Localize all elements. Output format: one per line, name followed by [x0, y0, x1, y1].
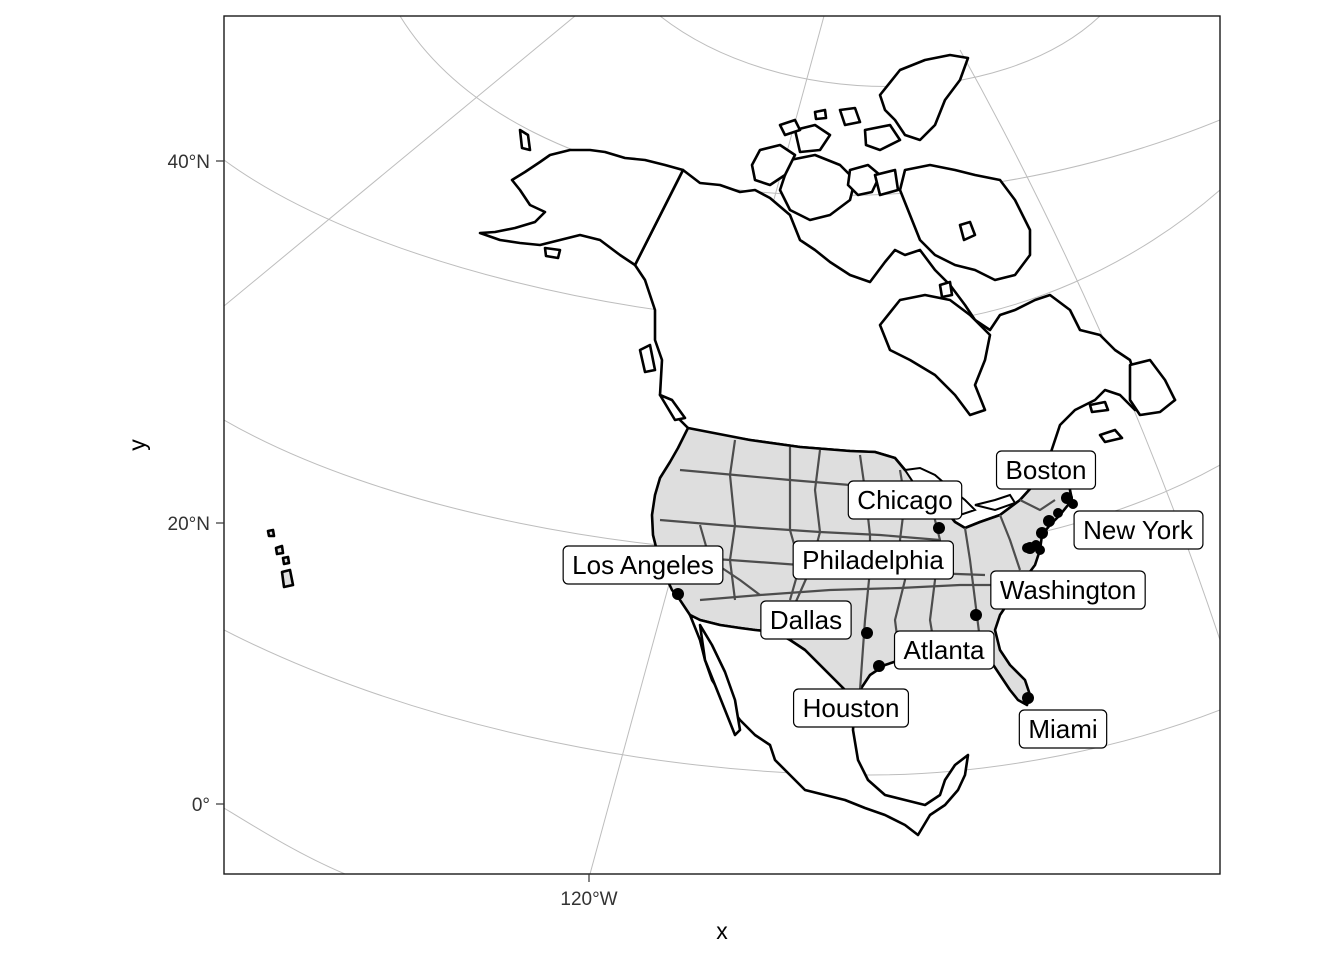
maritime-islands — [1088, 358, 1177, 444]
city-label-text: Chicago — [857, 485, 952, 515]
island — [838, 106, 862, 127]
city-label: Los Angeles — [562, 545, 724, 585]
city-label-box — [792, 540, 954, 580]
city-label-text: New York — [1083, 515, 1194, 545]
island — [1098, 428, 1124, 444]
city-point — [861, 627, 873, 639]
x-axis-title: x — [716, 918, 728, 944]
city-label-text: Los Angeles — [572, 550, 714, 580]
x-tick-label: 120°W — [560, 889, 617, 910]
hawaii — [266, 528, 276, 538]
island — [873, 168, 900, 197]
y-axis: 40°N 20°N 0° y — [124, 152, 224, 816]
city-point — [933, 522, 945, 534]
arctic-islands — [750, 53, 1032, 299]
city-label-box — [1073, 510, 1204, 550]
city-label-box — [847, 480, 963, 520]
city-label-box — [1018, 709, 1108, 749]
city-point — [873, 660, 885, 672]
city-label: Chicago — [847, 480, 963, 520]
city-label: Boston — [995, 450, 1097, 490]
city-label-box — [990, 570, 1146, 610]
city-point — [1022, 692, 1034, 704]
city-label: Atlanta — [893, 630, 995, 670]
state-border — [699, 583, 1015, 602]
newfoundland — [1128, 358, 1177, 417]
great-lakes — [974, 493, 1017, 512]
graticule-meridian — [224, 16, 576, 307]
city-label: Dallas — [760, 600, 852, 640]
city-label-box — [995, 450, 1097, 490]
graticule-parallel — [224, 807, 346, 874]
city-point — [1036, 527, 1048, 539]
island — [793, 123, 832, 154]
y-tick-label: 40°N — [168, 152, 210, 173]
city-point — [970, 609, 982, 621]
city-label-text: Philadelphia — [802, 545, 944, 575]
island — [878, 53, 970, 142]
hawaii — [274, 544, 285, 556]
baja-california — [698, 623, 742, 737]
state-borders — [654, 439, 1056, 691]
city-label: Houston — [792, 688, 910, 728]
city-point — [1061, 492, 1073, 504]
y-axis-title: y — [124, 439, 150, 451]
island — [778, 118, 802, 137]
city-label-box — [562, 545, 724, 585]
alaska-islands — [543, 246, 562, 260]
city-label-text: Dallas — [770, 605, 842, 635]
state-border — [788, 449, 822, 616]
city-label: Miami — [1018, 709, 1108, 749]
state-border — [1019, 499, 1056, 512]
city-label-box — [792, 688, 910, 728]
city-point — [672, 588, 684, 600]
city-point — [1035, 545, 1045, 555]
bc-coast-island — [658, 393, 687, 422]
island — [958, 220, 977, 242]
island — [846, 163, 882, 197]
hawaii — [281, 555, 291, 566]
graticule-meridian — [959, 49, 1220, 641]
city-label: Washington — [990, 570, 1146, 610]
island — [750, 143, 797, 187]
city-label: Philadelphia — [792, 540, 954, 580]
island — [863, 123, 902, 152]
hawaii — [280, 568, 295, 589]
alaska — [478, 148, 685, 267]
city-label-text: Atlanta — [904, 635, 985, 665]
x-axis: 120°W x — [560, 874, 728, 944]
island — [1088, 400, 1110, 414]
city-label-text: Miami — [1028, 714, 1097, 744]
city-point — [1043, 515, 1055, 527]
cities-layer: Boston Chicago New York Philadelphia Los Ang… — [562, 450, 1204, 749]
bc-coast-island — [638, 343, 657, 374]
city-label: New York — [1073, 510, 1204, 550]
canada — [478, 128, 1177, 530]
city-point — [1053, 508, 1063, 518]
state-border — [698, 524, 761, 596]
island — [813, 108, 828, 121]
alaska-islands — [518, 128, 532, 152]
city-label-text: Houston — [803, 693, 900, 723]
hudson-bay — [878, 293, 992, 417]
state-border — [998, 514, 1022, 571]
island — [778, 153, 857, 222]
city-label-box — [893, 630, 995, 670]
city-label-text: Washington — [1000, 575, 1136, 605]
y-tick-label: 0° — [192, 795, 210, 816]
island — [938, 280, 954, 299]
panel-border — [223, 15, 1221, 875]
city-label-text: Boston — [1006, 455, 1087, 485]
city-label-box — [760, 600, 852, 640]
y-tick-label: 20°N — [168, 514, 210, 535]
city-point — [1024, 542, 1036, 554]
